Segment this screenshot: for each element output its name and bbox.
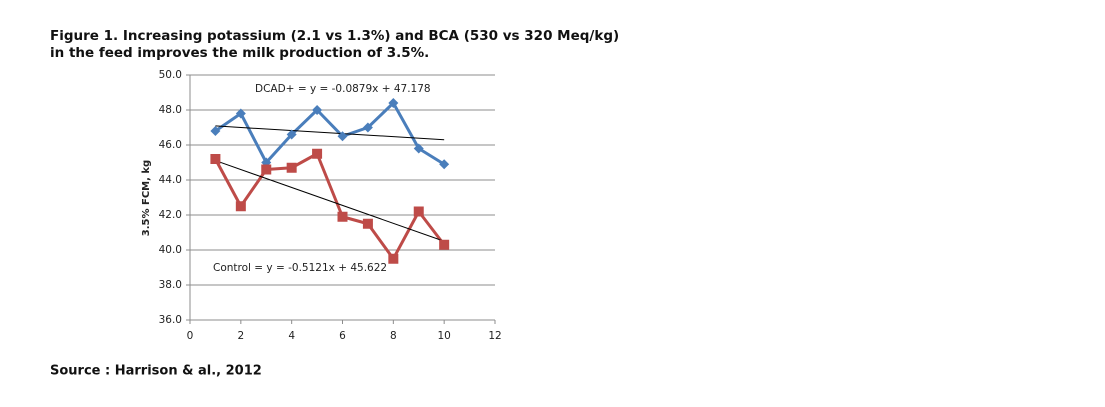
point bbox=[362, 122, 373, 133]
point bbox=[388, 98, 399, 108]
annotation: Control = y = -0.5121x + 45.622 bbox=[213, 262, 387, 274]
y-tick-label: 40.0 bbox=[159, 244, 182, 256]
point bbox=[413, 206, 424, 217]
chart-title: in the feed improves the milk production… bbox=[50, 45, 429, 61]
y-axis-label: 3.5% FCM, kg bbox=[141, 160, 152, 236]
x-tick-label: 4 bbox=[288, 330, 295, 342]
point bbox=[362, 218, 373, 229]
annotation: DCAD+ = y = -0.0879x + 47.178 bbox=[255, 83, 431, 95]
point bbox=[413, 143, 424, 154]
x-tick-label: 6 bbox=[339, 330, 346, 342]
point bbox=[439, 159, 450, 170]
y-tick-label: 42.0 bbox=[159, 209, 182, 221]
y-tick-label: 38.0 bbox=[159, 279, 182, 291]
point bbox=[337, 211, 348, 222]
point bbox=[286, 162, 297, 173]
point bbox=[439, 239, 450, 250]
point bbox=[312, 148, 323, 159]
series-line bbox=[214, 152, 446, 261]
x-tick-label: 2 bbox=[237, 330, 244, 342]
point bbox=[312, 105, 323, 115]
point bbox=[388, 253, 399, 264]
x-tick-label: 8 bbox=[390, 330, 397, 342]
y-tick-label: 48.0 bbox=[159, 104, 182, 116]
chart-title: Figure 1. Increasing potassium (2.1 vs 1… bbox=[50, 28, 619, 44]
point bbox=[286, 129, 297, 140]
point bbox=[235, 108, 246, 119]
trend-line bbox=[215, 125, 445, 141]
point bbox=[210, 154, 221, 164]
point bbox=[261, 164, 272, 175]
source: Source : Harrison & al., 2012 bbox=[50, 364, 262, 379]
y-tick-label: 36.0 bbox=[159, 314, 182, 326]
y-tick-label: 50.0 bbox=[159, 69, 182, 81]
series-line bbox=[214, 101, 445, 166]
y-tick-label: 46.0 bbox=[159, 139, 182, 151]
y-tick-label: 44.0 bbox=[159, 174, 182, 186]
point bbox=[235, 201, 246, 212]
point bbox=[337, 131, 348, 142]
x-tick-label: 10 bbox=[437, 330, 450, 342]
point bbox=[210, 126, 221, 136]
x-tick-label: 12 bbox=[488, 330, 501, 342]
x-tick-label: 0 bbox=[187, 330, 194, 342]
trend-line bbox=[215, 160, 445, 242]
